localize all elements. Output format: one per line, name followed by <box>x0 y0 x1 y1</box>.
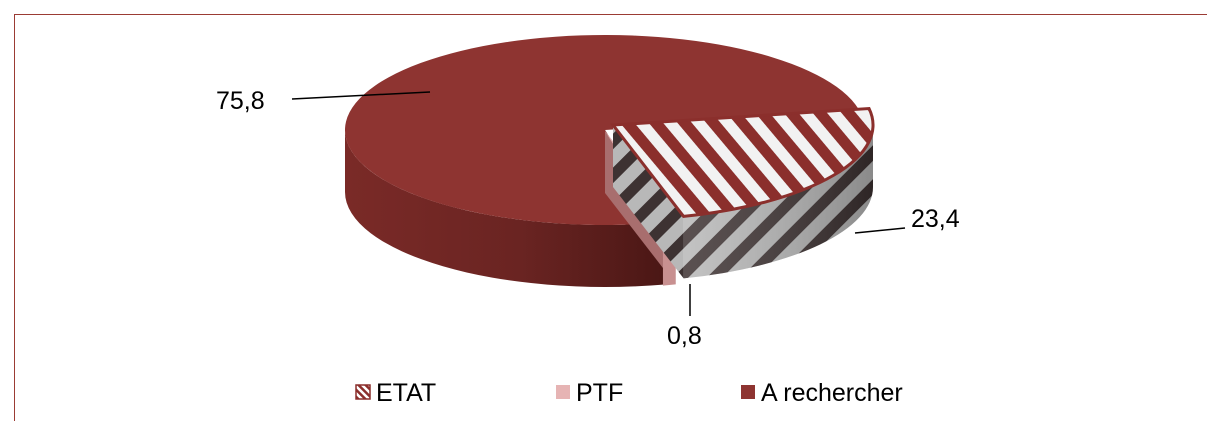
legend-item-etat: ETAT <box>355 379 436 407</box>
leader-line <box>854 227 906 234</box>
slice-etat-shade <box>683 125 873 279</box>
chart-frame <box>14 14 1207 421</box>
pie-slices <box>344 35 875 287</box>
slice-etat-wall <box>613 125 684 279</box>
slice-etat-top <box>610 106 875 219</box>
data-labels: 23,4 0,8 75,8 <box>216 87 960 350</box>
slice-a-rechercher-top <box>344 35 862 226</box>
label-ptf: 0,8 <box>667 284 702 350</box>
slice-etat <box>610 106 875 279</box>
data-label-text: 75,8 <box>216 87 265 115</box>
data-label-text: 0,8 <box>667 322 702 350</box>
label-etat: 23,4 <box>854 205 960 234</box>
legend-label: A rechercher <box>761 379 903 407</box>
legend-label: PTF <box>576 379 623 407</box>
legend-label: ETAT <box>376 379 436 407</box>
legend: ETAT PTF A rechercher <box>355 379 903 407</box>
legend-item-ptf: PTF <box>556 379 623 407</box>
legend-item-a-rechercher: A rechercher <box>741 379 903 407</box>
label-a-rechercher: 75,8 <box>216 87 431 115</box>
legend-swatch <box>355 384 371 400</box>
legend-swatch <box>741 385 755 399</box>
leader-line <box>291 91 431 100</box>
slice-a-rechercher-side <box>345 130 663 287</box>
frame-corner <box>1199 14 1207 15</box>
legend-swatch <box>556 385 570 399</box>
data-label-text: 23,4 <box>911 205 960 233</box>
